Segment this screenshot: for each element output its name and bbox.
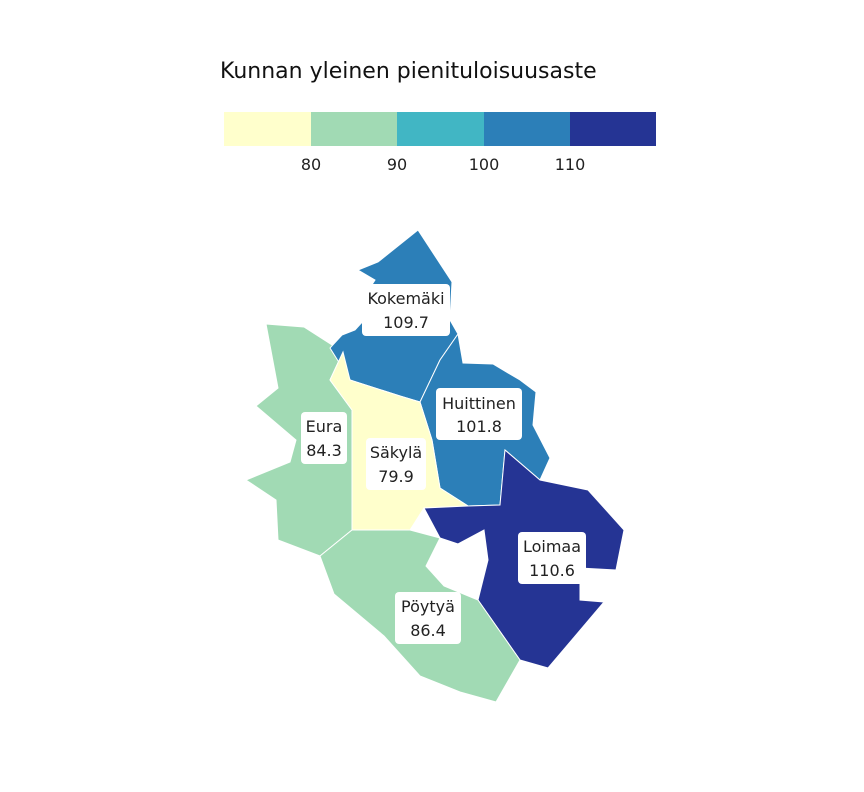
legend-tick-110: 110 [555, 155, 586, 174]
legend: Kunnan yleinen pienituloisuusaste 80 90 … [220, 59, 656, 174]
label-value-kokemaki: 109.7 [383, 313, 429, 332]
legend-title: Kunnan yleinen pienituloisuusaste [220, 59, 597, 84]
label-name-loimaa: Loimaa [523, 537, 581, 556]
label-loimaa: Loimaa 110.6 [518, 532, 586, 584]
legend-tick-100: 100 [469, 155, 500, 174]
label-value-eura: 84.3 [306, 441, 342, 460]
region-labels: Kokemäki 109.7 Huittinen 101.8 Eura 84.3… [301, 284, 586, 644]
label-name-eura: Eura [306, 417, 343, 436]
legend-tick-80: 80 [301, 155, 321, 174]
label-box-sakyla [366, 438, 426, 490]
label-name-poytya: Pöytyä [401, 597, 455, 616]
label-poytya: Pöytyä 86.4 [395, 592, 461, 644]
legend-swatch-3 [397, 112, 484, 146]
label-box-eura [301, 412, 347, 464]
label-box-huittinen [436, 388, 522, 440]
legend-swatch-2 [311, 112, 397, 146]
label-eura: Eura 84.3 [301, 412, 347, 464]
label-value-huittinen: 101.8 [456, 417, 502, 436]
label-name-kokemaki: Kokemäki [367, 289, 444, 308]
label-value-loimaa: 110.6 [529, 561, 575, 580]
label-value-poytya: 86.4 [410, 621, 446, 640]
label-name-sakyla: Säkylä [370, 443, 422, 462]
legend-swatch-5 [570, 112, 656, 146]
label-box-kokemaki [362, 284, 450, 336]
label-kokemaki: Kokemäki 109.7 [362, 284, 450, 336]
legend-swatch-4 [484, 112, 570, 146]
legend-tick-90: 90 [387, 155, 407, 174]
label-name-huittinen: Huittinen [442, 394, 516, 413]
label-huittinen: Huittinen 101.8 [436, 388, 522, 440]
label-box-poytya [395, 592, 461, 644]
label-sakyla: Säkylä 79.9 [366, 438, 426, 490]
legend-swatch-1 [224, 112, 311, 146]
label-box-loimaa [518, 532, 586, 584]
label-value-sakyla: 79.9 [378, 467, 414, 486]
